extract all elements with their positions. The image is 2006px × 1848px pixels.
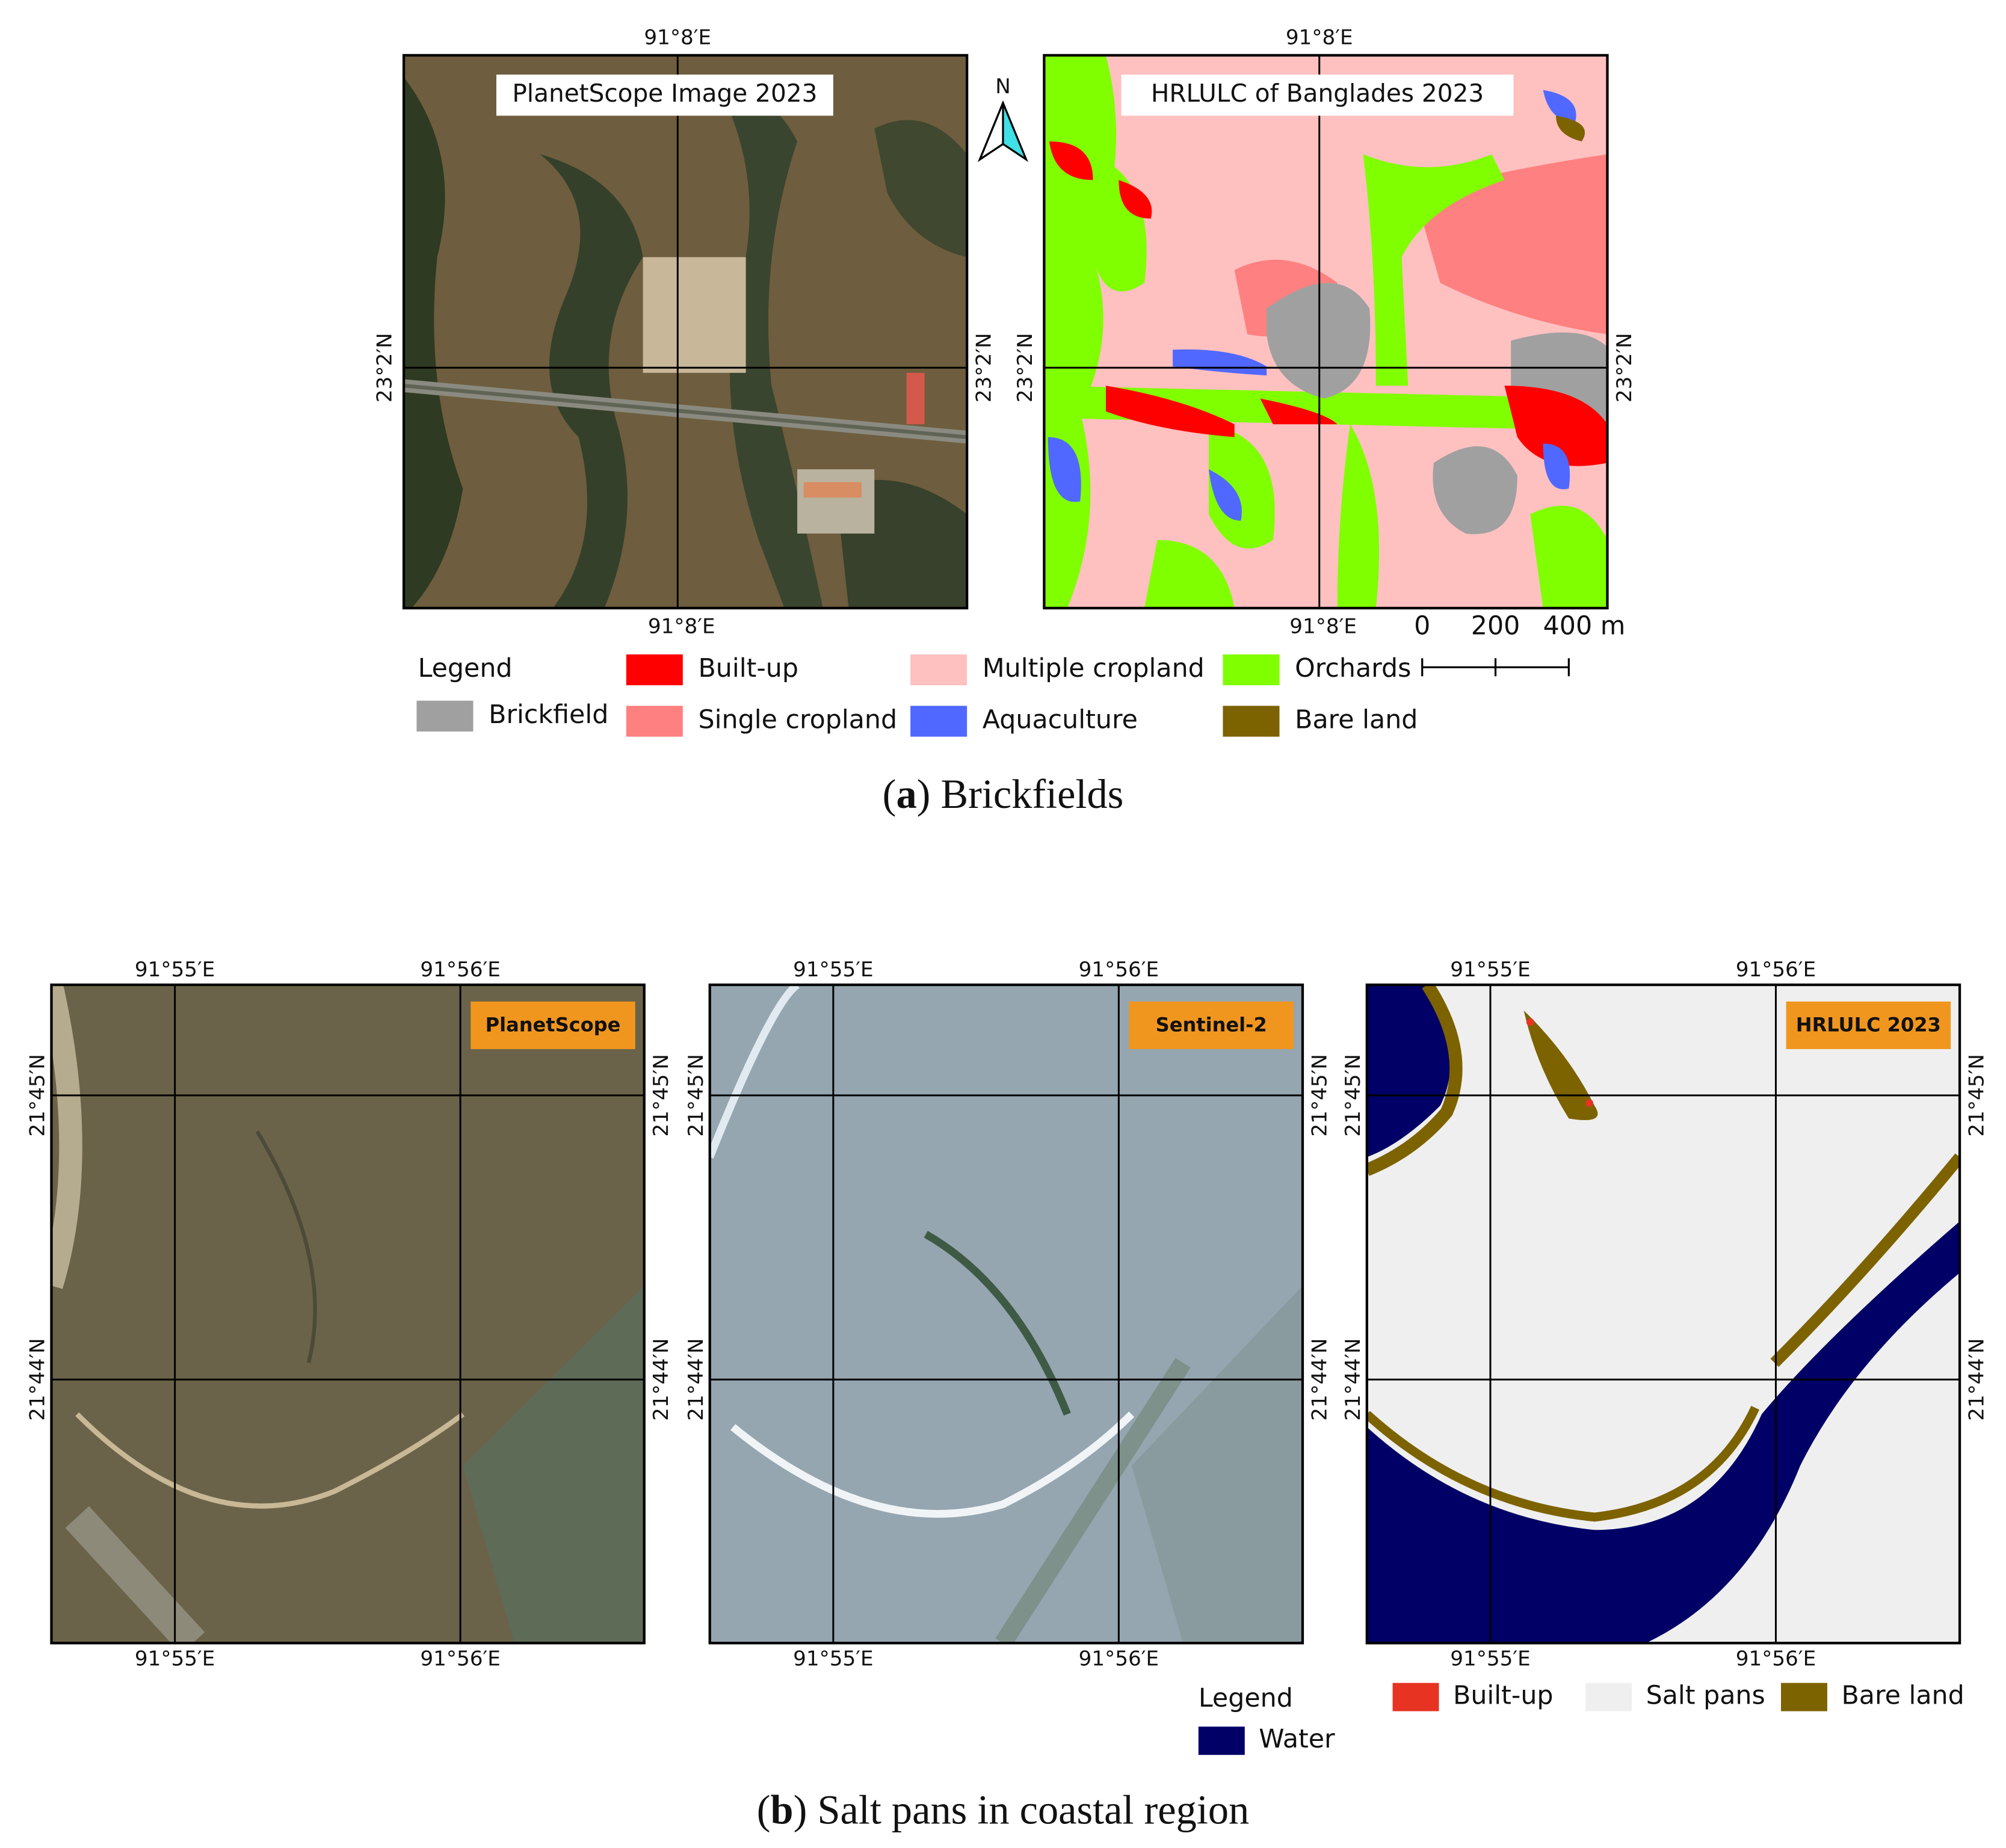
lat-label: 21°45′N: [684, 1054, 708, 1136]
satellite-image: [404, 55, 968, 608]
badge: Sentinel-2: [1156, 1013, 1267, 1036]
lon-label: 91°55′E: [1450, 958, 1530, 982]
map-frame: [1043, 54, 1609, 610]
legend-label: Single cropland: [698, 704, 897, 735]
lat-label: 23°2′N: [1013, 333, 1037, 402]
legend-label: Built-up: [1453, 1681, 1554, 1711]
lon-label: 91°55′E: [793, 1647, 873, 1671]
lat-label: 21°45′N: [649, 1054, 673, 1136]
lat-label: 21°45′N: [26, 1054, 50, 1136]
scale-label: 400 m: [1543, 611, 1626, 641]
sentinel-2-image: [709, 985, 1303, 1643]
legend-swatch: [626, 654, 683, 686]
caption-part: (: [883, 771, 897, 817]
lat-label: 21°44′N: [649, 1338, 673, 1420]
legend-swatch: [1223, 654, 1280, 686]
legend-swatch: [416, 700, 474, 732]
caption-part: b: [771, 1787, 794, 1832]
scale-label: 0: [1414, 611, 1430, 641]
lon-label: 91°8′E: [1286, 26, 1353, 50]
map-title: HRLULC of Banglades 2023: [1151, 79, 1484, 108]
caption-part: a: [896, 771, 916, 817]
legend-swatch: [626, 706, 683, 737]
legend-label: Salt pans: [1646, 1681, 1765, 1711]
map-frame: [402, 54, 969, 610]
caption: (b) Salt pans in coastal region: [757, 1787, 1249, 1832]
lon-label: 91°56′E: [1079, 958, 1159, 982]
planetscope-image: [51, 985, 644, 1643]
lon-label: 91°56′E: [420, 1647, 500, 1671]
map-frame: [708, 983, 1304, 1645]
legend-swatch: [1198, 1726, 1245, 1755]
legend-swatch: [1780, 1683, 1827, 1711]
lon-label: 91°8′E: [648, 614, 715, 638]
lon-label: 91°56′E: [1079, 1647, 1159, 1671]
lat-label: 23°2′N: [1613, 333, 1637, 402]
legend-label: Orchards: [1295, 653, 1411, 683]
title-box: [1121, 74, 1514, 116]
lon-label: 91°8′E: [644, 26, 711, 50]
legend-swatch: [910, 654, 968, 686]
lat-label: 21°44′N: [1341, 1338, 1365, 1420]
lat-label: 23°2′N: [972, 333, 996, 402]
lat-label: 21°45′N: [1964, 1054, 1989, 1136]
lat-label: 21°45′N: [1341, 1054, 1365, 1136]
lat-label: 23°2′N: [373, 333, 397, 402]
legend-label: Bare land: [1295, 704, 1418, 735]
legend-label: Bare land: [1841, 1681, 1964, 1711]
lon-label: 91°56′E: [1736, 958, 1816, 982]
legend-label: Aquaculture: [983, 704, 1138, 735]
lat-label: 21°44′N: [26, 1338, 50, 1420]
lon-label: 91°55′E: [1450, 1647, 1530, 1671]
scale-label: 200: [1471, 611, 1520, 641]
legend-label: Multiple cropland: [983, 653, 1205, 683]
legend-title: Legend: [418, 653, 513, 683]
lat-label: 21°44′N: [684, 1338, 708, 1420]
badge-box: [1786, 1001, 1951, 1049]
land-cover-map: [1044, 55, 1608, 608]
legend-swatch: [1585, 1683, 1632, 1711]
lat-label: 21°44′N: [1307, 1338, 1332, 1420]
legend-swatch: [910, 706, 968, 737]
lon-label: 91°8′E: [1289, 614, 1357, 638]
badge: HRLULC 2023: [1796, 1013, 1941, 1036]
legend-label: Water: [1259, 1724, 1335, 1754]
north-arrow: [978, 100, 1028, 162]
map-frame: [1365, 983, 1961, 1645]
caption-part: (: [757, 1787, 771, 1832]
lon-label: 91°56′E: [420, 958, 500, 982]
badge-box: [471, 1001, 635, 1049]
legend-title: Legend: [1199, 1683, 1293, 1713]
legend-swatch: [1392, 1683, 1439, 1711]
map-frame: [50, 983, 646, 1645]
caption-part: ) Brickfields: [917, 771, 1124, 817]
legend-swatch: [1223, 706, 1280, 737]
lat-label: 21°44′N: [1964, 1338, 1989, 1420]
caption: (a) Brickfields: [883, 771, 1124, 817]
lon-label: 91°55′E: [135, 1647, 215, 1671]
lon-label: 91°55′E: [135, 958, 215, 982]
north-label: N: [995, 75, 1011, 99]
hrlulc-map: [1366, 985, 1960, 1643]
caption-part: ) Salt pans in coastal region: [794, 1787, 1250, 1832]
legend-label: Built-up: [698, 653, 798, 683]
lon-label: 91°55′E: [793, 958, 873, 982]
badge-box: [1129, 1001, 1294, 1049]
badge: PlanetScope: [486, 1013, 621, 1036]
lat-label: 21°45′N: [1307, 1054, 1332, 1136]
title-box: [496, 74, 833, 116]
legend-label: Brickfield: [489, 700, 608, 730]
lon-label: 91°56′E: [1736, 1647, 1816, 1671]
map-title: PlanetScope Image 2023: [512, 79, 817, 108]
